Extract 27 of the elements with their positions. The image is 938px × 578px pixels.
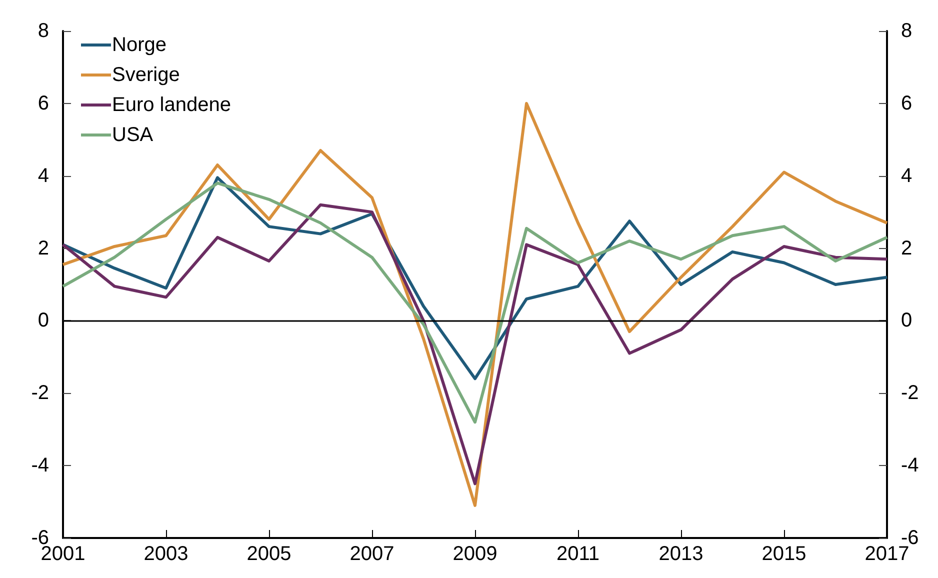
y2-tick-label: 0	[901, 310, 912, 332]
y2-tick-label: 8	[901, 20, 912, 42]
x-tick-label: 2007	[350, 543, 394, 565]
x-tick-label: 2005	[246, 543, 292, 565]
x-tick-label: 2003	[144, 543, 188, 565]
y-tick-label: 6	[38, 92, 49, 114]
y2-tick-label: 4	[901, 164, 912, 187]
y-tick-label: 2	[38, 237, 49, 260]
y-tick-label: 8	[38, 20, 49, 42]
y-tick-label: 0	[38, 310, 49, 332]
line-series	[62, 182, 888, 424]
x-tick-label: 2013	[658, 543, 704, 565]
y2-tick-label: -4	[901, 454, 919, 477]
legend-label: USA	[112, 124, 154, 146]
y-tick-label: -2	[31, 382, 49, 404]
legend-label: Sverige	[112, 64, 180, 86]
x-tick-label: 2011	[556, 543, 600, 565]
y2-tick-label: -2	[901, 382, 919, 404]
y-tick-label: -4	[31, 454, 49, 477]
y-tick-label: 4	[38, 164, 49, 187]
x-tick-label: 2015	[762, 543, 806, 565]
legend-label: Euro landene	[112, 94, 231, 116]
y2-tick-label: 2	[901, 237, 912, 260]
y2-tick-label: 6	[901, 92, 912, 114]
x-tick-label: 2009	[452, 543, 498, 565]
legend-label: Norge	[112, 34, 166, 56]
line-series	[62, 203, 888, 486]
